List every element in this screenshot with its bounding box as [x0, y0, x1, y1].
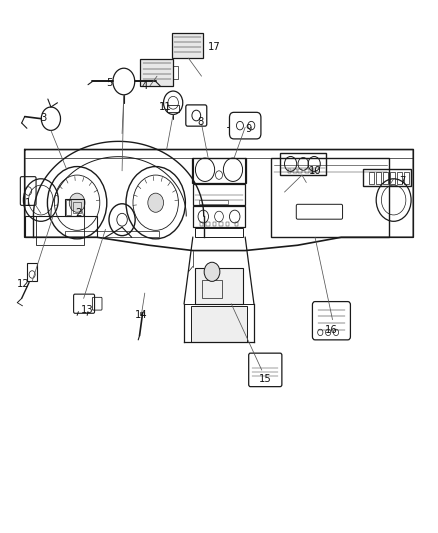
Bar [288, 169, 291, 173]
Bar [65, 199, 84, 216]
Bar [195, 268, 243, 304]
Bar [311, 169, 314, 173]
Bar [383, 172, 388, 184]
Bar [25, 216, 97, 237]
Text: 15: 15 [259, 374, 272, 384]
Bar [305, 169, 309, 173]
Bar [140, 312, 144, 316]
Bar [200, 222, 203, 225]
Text: 17: 17 [207, 43, 220, 52]
Bar [141, 59, 173, 86]
Bar [280, 153, 326, 175]
Bar [27, 263, 37, 281]
Bar [226, 222, 230, 225]
Bar [293, 169, 297, 173]
Bar [173, 66, 177, 79]
Text: 14: 14 [135, 310, 148, 320]
Bar [192, 158, 246, 182]
Text: 7: 7 [399, 176, 406, 187]
Bar [404, 172, 409, 184]
Text: 11: 11 [159, 102, 172, 112]
Bar [65, 231, 159, 237]
Bar [66, 200, 71, 215]
Text: 13: 13 [81, 305, 93, 315]
Text: 16: 16 [325, 325, 338, 335]
Text: 9: 9 [246, 124, 252, 134]
Circle shape [204, 262, 220, 281]
Bar [397, 172, 402, 184]
Bar [206, 222, 210, 225]
Text: 12: 12 [17, 279, 30, 288]
Bar [213, 222, 216, 225]
Bar [298, 169, 302, 173]
Bar [272, 158, 389, 237]
Bar [369, 172, 374, 184]
Bar [73, 201, 81, 213]
Text: 4: 4 [141, 81, 148, 91]
Bar [35, 216, 84, 245]
Bar [235, 222, 238, 225]
Bar [390, 172, 395, 184]
Bar [172, 33, 203, 58]
Circle shape [148, 193, 163, 212]
Bar [195, 228, 243, 237]
Text: 1: 1 [25, 198, 31, 208]
Text: 8: 8 [198, 117, 204, 127]
Bar [193, 206, 245, 227]
Bar [191, 306, 247, 342]
Bar [199, 200, 228, 204]
Text: 5: 5 [106, 78, 112, 88]
Bar [363, 168, 411, 185]
Text: 2: 2 [75, 208, 81, 219]
Bar [219, 222, 223, 225]
Bar [193, 184, 245, 205]
Circle shape [69, 193, 85, 212]
Text: 10: 10 [309, 166, 321, 176]
Text: 3: 3 [40, 112, 46, 123]
Bar [167, 105, 179, 112]
Bar [201, 280, 223, 298]
Bar [376, 172, 381, 184]
